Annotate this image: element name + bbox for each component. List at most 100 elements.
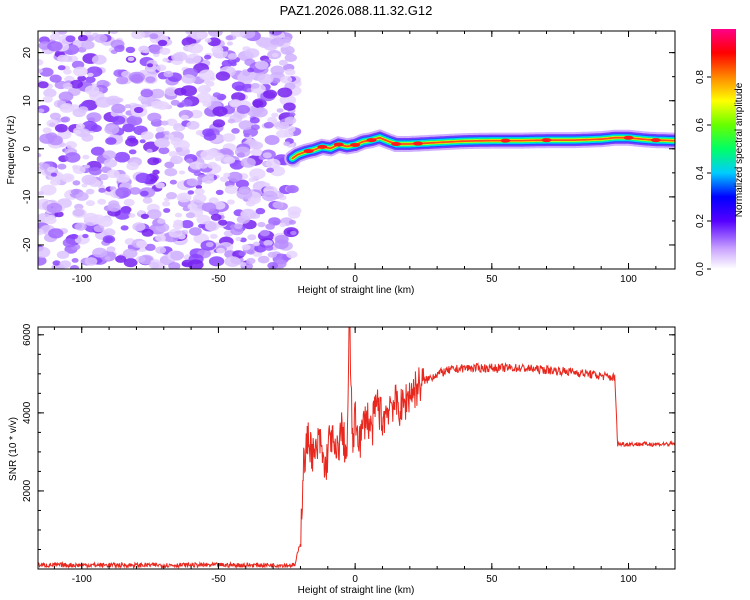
noise-blob	[212, 92, 221, 98]
y-tick-label: -10	[22, 189, 33, 204]
noise-blob	[187, 259, 204, 269]
noise-blob	[276, 108, 284, 113]
noise-blob	[251, 82, 260, 89]
noise-blob	[211, 45, 224, 54]
noise-blob	[38, 246, 51, 258]
noise-blob	[123, 198, 135, 207]
noise-blob	[61, 116, 71, 123]
noise-blob	[230, 31, 247, 37]
noise-blob	[286, 185, 299, 194]
noise-blob	[157, 39, 168, 47]
noise-blob	[40, 184, 57, 196]
x-tick-label: 50	[486, 574, 498, 585]
x-tick-label: 100	[620, 574, 637, 585]
noise-blob	[189, 109, 203, 119]
noise-blob	[229, 99, 242, 108]
noise-blob	[223, 172, 231, 178]
noise-blob	[65, 141, 77, 149]
noise-blob	[236, 104, 250, 114]
noise-blob	[72, 165, 86, 174]
noise-blob	[102, 150, 117, 160]
noise-blob	[157, 218, 166, 224]
noise-blob	[240, 157, 256, 168]
x-tick-label: 0	[352, 274, 358, 285]
noise-blob	[195, 184, 203, 190]
noise-blob	[140, 213, 149, 220]
noise-blob	[230, 62, 237, 67]
noise-blob	[85, 76, 96, 84]
noise-blob	[107, 203, 121, 212]
noise-blob	[55, 123, 68, 133]
noise-blob	[77, 75, 87, 82]
noise-blob	[194, 188, 205, 196]
noise-blob	[104, 124, 120, 135]
noise-blob	[38, 68, 43, 73]
noise-blob	[221, 59, 233, 68]
noise-blob	[155, 234, 166, 242]
noise-blob	[46, 202, 63, 214]
noise-blob	[47, 41, 63, 52]
noise-blob	[149, 33, 159, 40]
noise-blob	[125, 137, 139, 147]
noise-blob	[90, 214, 106, 225]
noise-blob	[280, 45, 295, 55]
noise-blob	[245, 199, 256, 207]
noise-blob	[201, 202, 217, 212]
noise-blob	[204, 54, 212, 60]
noise-blob	[105, 137, 117, 145]
noise-blob	[198, 223, 205, 229]
noise-blob	[201, 175, 215, 184]
ridge-hotspot	[650, 138, 661, 143]
noise-blob	[131, 31, 146, 40]
noise-blob	[164, 161, 175, 169]
noise-blob	[138, 45, 150, 53]
noise-blob	[287, 206, 302, 216]
noise-blob	[170, 137, 183, 146]
noise-blob	[162, 57, 169, 63]
noise-blob	[58, 91, 74, 102]
noise-blob	[250, 124, 260, 131]
noise-blob	[205, 241, 214, 248]
noise-blob	[254, 60, 269, 70]
noise-blob	[116, 76, 129, 85]
noise-blob	[169, 179, 177, 185]
colorbar-ticks: 0.0 0.2 0.4 0.6 0.8	[695, 70, 711, 276]
noise-blob	[271, 52, 279, 58]
noise-blob	[123, 258, 138, 268]
noise-blob	[78, 106, 89, 113]
noise-blob	[196, 214, 211, 225]
noise-blob	[103, 158, 118, 168]
noise-blob	[149, 88, 165, 99]
noise-blob	[57, 54, 69, 63]
noise-blob	[181, 99, 193, 107]
noise-blob	[168, 151, 178, 157]
noise-blob	[122, 123, 135, 133]
noise-blob	[65, 35, 76, 43]
noise-blob	[278, 59, 288, 66]
noise-blob	[195, 130, 204, 136]
noise-blob	[38, 191, 44, 196]
noise-blob	[136, 240, 148, 248]
y-tick-label: 20	[22, 47, 33, 59]
noise-blob	[230, 226, 244, 236]
noise-blob	[231, 127, 240, 134]
noise-blob	[224, 185, 239, 195]
noise-blob	[166, 192, 177, 200]
noise-blob	[198, 69, 215, 81]
noise-blob	[180, 114, 189, 121]
noise-blob	[208, 256, 225, 267]
noise-blob	[126, 162, 139, 171]
noise-blob	[72, 180, 81, 186]
noise-blob	[138, 254, 154, 265]
noise-blob	[85, 188, 95, 195]
noise-blob	[168, 262, 181, 269]
noise-blob	[271, 77, 281, 84]
noise-blob	[38, 108, 45, 114]
x-tick-label: 50	[486, 274, 498, 285]
noise-blob	[239, 262, 247, 267]
noise-blob	[147, 157, 160, 166]
noise-blob	[94, 34, 108, 43]
noise-blob	[163, 130, 170, 136]
noise-blob	[160, 120, 169, 126]
noise-blob	[46, 119, 59, 128]
